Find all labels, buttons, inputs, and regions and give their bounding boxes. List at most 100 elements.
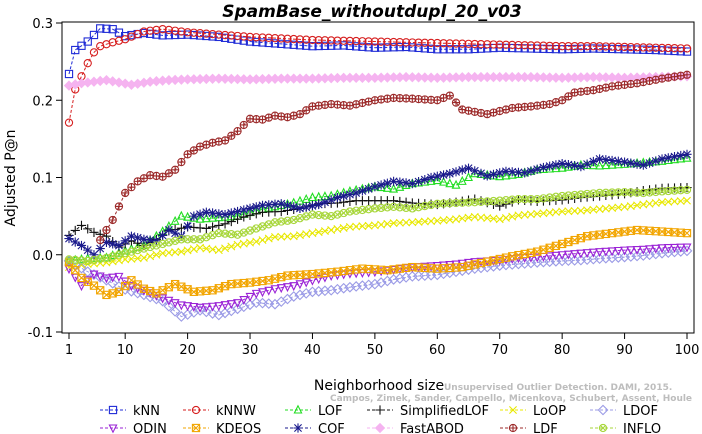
data-point-loop <box>283 232 292 241</box>
data-point-odin <box>645 245 655 255</box>
data-point-loop <box>133 254 142 263</box>
data-point-odin <box>563 250 573 260</box>
data-point-knnw <box>202 29 211 38</box>
data-point-lof <box>439 176 449 186</box>
data-point-cof <box>476 168 486 178</box>
data-point-ldof <box>300 287 312 299</box>
data-point-odin <box>670 243 680 253</box>
data-point-inflo <box>445 199 454 208</box>
data-point-ldof <box>194 304 206 316</box>
data-point-knnw <box>533 41 542 50</box>
data-point-loop <box>139 253 148 262</box>
data-point-knnw <box>364 37 373 46</box>
data-point-knnw <box>645 43 654 52</box>
data-point-cof <box>601 155 611 165</box>
data-point-knn <box>164 31 174 40</box>
data-point-knnw <box>139 27 149 36</box>
data-point-inflo <box>170 236 180 245</box>
data-point-cof <box>482 171 492 181</box>
data-point-lof <box>457 175 467 185</box>
series-ldf <box>96 70 692 245</box>
data-point-knn <box>358 42 367 51</box>
data-point-cof <box>507 167 517 177</box>
data-point-inflo <box>89 255 99 265</box>
data-point-cof <box>139 234 149 244</box>
data-point-odin <box>201 303 211 313</box>
data-point-simplifiedlof <box>226 216 236 227</box>
data-point-knnw <box>595 42 604 51</box>
data-point-cof <box>545 161 555 171</box>
data-point-ldof <box>232 303 243 315</box>
data-point-inflo <box>214 228 223 238</box>
data-point-odin <box>545 252 555 262</box>
data-point-knn <box>339 41 348 50</box>
data-point-ldf <box>170 165 180 174</box>
legend-marker-knn <box>108 405 118 415</box>
data-point-knn <box>420 44 429 53</box>
data-point-knnw <box>539 41 548 50</box>
data-point-inflo <box>71 255 80 265</box>
data-point-inflo <box>364 205 373 214</box>
data-point-odin <box>214 302 224 312</box>
data-point-odin <box>314 275 324 285</box>
data-point-cof <box>520 168 530 178</box>
data-point-knnw <box>264 33 273 42</box>
data-point-inflo <box>114 250 124 259</box>
data-point-knnw <box>370 37 380 46</box>
data-point-fastabod <box>113 77 125 88</box>
legend-item-knnw: kNNW <box>183 404 256 419</box>
data-point-cof <box>657 154 667 164</box>
data-point-knnw <box>589 42 598 51</box>
y-tick-label: 0.3 <box>32 17 53 32</box>
data-point-knnw <box>451 39 461 48</box>
data-point-inflo <box>545 193 554 202</box>
legend-item-simplifiedlof: SimplifiedLOF <box>367 404 489 419</box>
data-point-knnw <box>314 35 323 45</box>
y-tick-label: 0.1 <box>32 172 53 187</box>
data-point-ldf <box>158 172 167 181</box>
data-point-odin <box>320 273 330 283</box>
data-point-ldof <box>294 289 306 301</box>
data-point-odin <box>239 296 249 305</box>
data-point-cof <box>314 199 324 210</box>
data-point-inflo <box>64 255 74 264</box>
data-point-odin <box>601 247 611 257</box>
data-point-ldf <box>220 136 230 145</box>
data-point-loop <box>601 204 610 213</box>
data-point-cof <box>532 164 542 174</box>
data-point-loop <box>508 212 517 221</box>
data-point-inflo <box>520 194 529 204</box>
data-point-cof <box>651 156 661 166</box>
data-point-inflo <box>670 186 679 195</box>
data-point-odin <box>101 274 111 284</box>
data-point-cof <box>301 202 311 212</box>
data-point-cof <box>126 231 137 241</box>
legend-marker-odin <box>108 424 118 434</box>
data-point-knnw <box>239 32 248 41</box>
data-point-knnw <box>458 39 467 48</box>
legend-label: LDOF <box>623 404 658 419</box>
data-point-inflo <box>370 204 380 213</box>
data-point-knn <box>258 38 267 47</box>
data-point-inflo <box>595 188 604 198</box>
data-point-cof <box>676 150 686 161</box>
data-point-simplifiedlof <box>401 197 411 207</box>
data-point-knnw <box>582 42 592 51</box>
data-point-cof <box>576 162 586 172</box>
data-point-ldf <box>121 188 130 198</box>
data-point-lof <box>176 210 186 220</box>
data-point-inflo <box>433 199 442 208</box>
data-point-cof <box>264 200 274 210</box>
data-point-loop <box>514 211 523 220</box>
data-point-knn <box>239 36 248 45</box>
data-point-cof <box>488 169 499 180</box>
data-point-knn <box>308 42 317 51</box>
legend-marker-lof <box>293 404 303 414</box>
data-point-inflo <box>108 252 117 261</box>
data-point-inflo <box>601 188 610 197</box>
data-point-knnw <box>414 38 423 47</box>
data-point-ldof <box>431 269 443 281</box>
data-point-odin <box>126 282 136 292</box>
data-point-inflo <box>439 199 448 208</box>
data-point-loop <box>264 234 273 243</box>
